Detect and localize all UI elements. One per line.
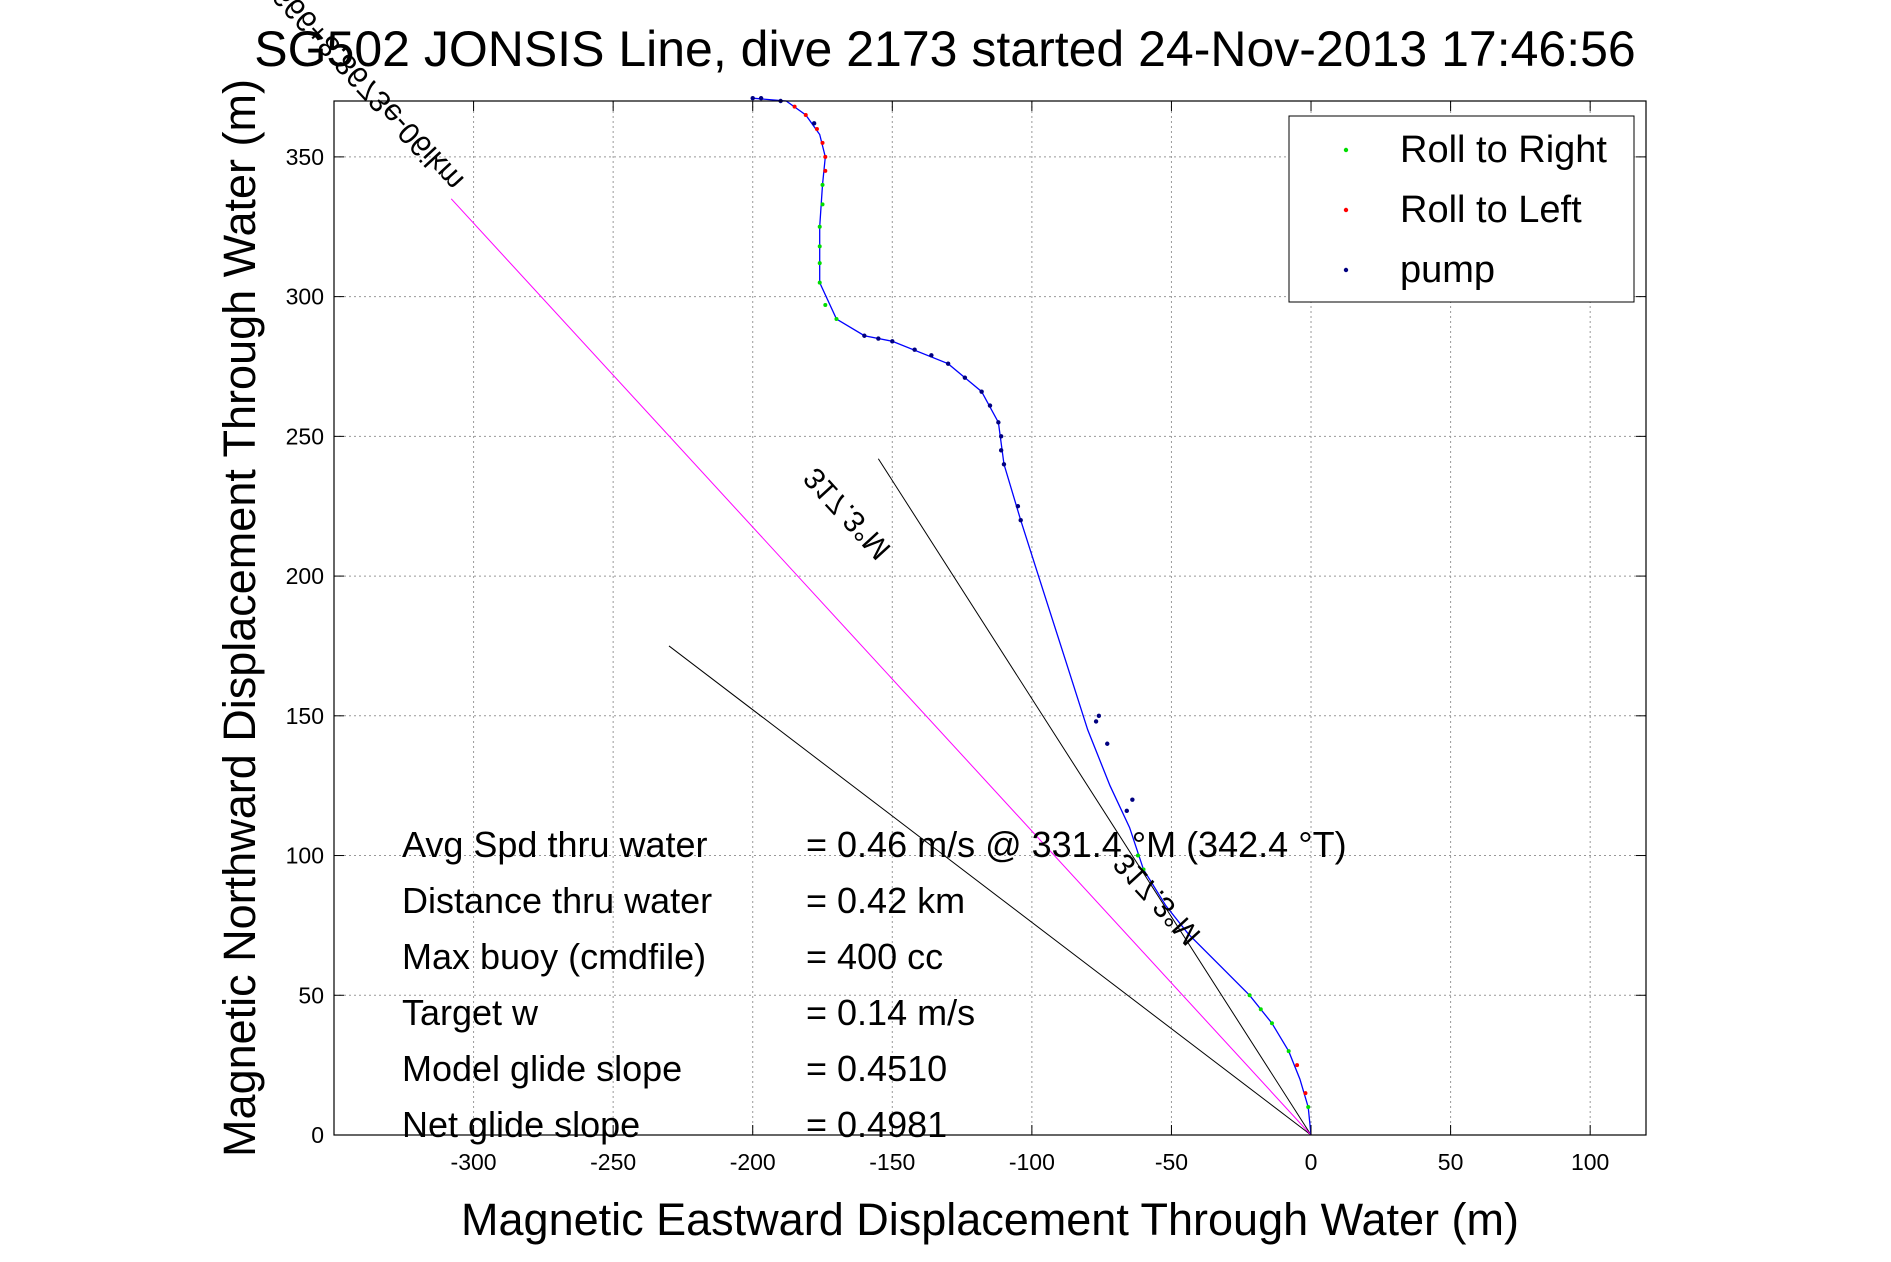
pump-point bbox=[862, 333, 867, 338]
x-tick-label: -50 bbox=[1155, 1149, 1188, 1175]
pump-point bbox=[811, 121, 817, 126]
pump-point bbox=[962, 375, 968, 380]
x-tick-label: -250 bbox=[590, 1149, 636, 1175]
legend-label: pump bbox=[1400, 249, 1495, 291]
pump-point bbox=[929, 353, 934, 358]
roll-left-point bbox=[803, 112, 808, 117]
roll-right-point bbox=[817, 261, 822, 266]
roll-left-point bbox=[823, 168, 828, 173]
tick-layer: -300 -250 -200 -150 -100 -50 0 50 100 0 50 100 150 20… bbox=[286, 101, 1646, 1175]
stat-label: Net glide slope bbox=[402, 1104, 640, 1145]
roll-right-point bbox=[1286, 1049, 1291, 1054]
pump-point bbox=[1096, 713, 1102, 719]
pump-point bbox=[987, 403, 993, 408]
y-axis-label: Magnetic Northward Displacement Through … bbox=[214, 79, 265, 1157]
stat-value: = 0.4510 bbox=[806, 1048, 947, 1089]
x-tick-label: -300 bbox=[451, 1149, 497, 1175]
x-tick-label: -150 bbox=[869, 1149, 915, 1175]
pump-point bbox=[1018, 517, 1023, 523]
pump-point bbox=[1001, 462, 1007, 467]
plot-frame bbox=[333, 100, 1647, 1136]
stat-label: Model glide slope bbox=[402, 1048, 682, 1089]
pump-point bbox=[945, 361, 951, 366]
roll-right-point bbox=[1269, 1021, 1274, 1026]
pump-point bbox=[750, 96, 755, 101]
roll-left-point bbox=[814, 126, 819, 131]
x-tick-label: 50 bbox=[1438, 1149, 1464, 1175]
stat-value: = 0.42 km bbox=[806, 880, 965, 921]
roll-left-point bbox=[820, 140, 825, 145]
x-axis-label: Magnetic Eastward Displacement Through W… bbox=[461, 1194, 1519, 1245]
legend-marker bbox=[1343, 207, 1349, 213]
roll-left-point bbox=[1295, 1063, 1300, 1068]
stat-label: Distance thru water bbox=[402, 880, 712, 921]
stat-value: = 400 cc bbox=[806, 936, 943, 977]
pump-point bbox=[1015, 504, 1021, 509]
y-tick-label: 50 bbox=[298, 982, 324, 1008]
pump-point bbox=[1130, 797, 1135, 802]
reference-line bbox=[877, 458, 1312, 1136]
x-tick-label: 0 bbox=[1305, 1149, 1318, 1175]
reference-line bbox=[668, 645, 1312, 1136]
roll-right-point bbox=[1247, 993, 1252, 998]
y-tick-label: 0 bbox=[311, 1122, 324, 1148]
y-tick-label: 350 bbox=[286, 144, 324, 170]
roll-right-point bbox=[817, 280, 822, 285]
x-tick-label: -200 bbox=[730, 1149, 776, 1175]
roll-right-point bbox=[817, 244, 822, 249]
roll-left-point bbox=[792, 104, 797, 109]
roll-right-point bbox=[820, 182, 825, 187]
roll-right-point bbox=[820, 202, 825, 207]
pump-point bbox=[979, 389, 984, 394]
y-tick-label: 100 bbox=[286, 843, 324, 869]
pump-point bbox=[1105, 741, 1110, 746]
legend-label: Roll to Right bbox=[1400, 129, 1607, 171]
y-tick-label: 150 bbox=[286, 703, 324, 729]
x-tick-label: -100 bbox=[1009, 1149, 1055, 1175]
grid bbox=[334, 101, 1646, 1136]
roll-right-point bbox=[1258, 1007, 1263, 1012]
stat-value: = 0.46 m/s @ 331.4 °M (342.4 °T) bbox=[806, 824, 1347, 865]
pump-point bbox=[876, 336, 881, 341]
pump-point bbox=[890, 339, 895, 344]
legend-marker bbox=[1343, 267, 1349, 273]
pump-point bbox=[912, 347, 917, 352]
stat-value: = 0.14 m/s bbox=[806, 992, 975, 1033]
roll-left-point bbox=[1303, 1091, 1308, 1096]
stat-label: Target w bbox=[402, 992, 539, 1033]
pump-point bbox=[998, 434, 1004, 439]
roll-right-point bbox=[834, 316, 839, 321]
y-tick-label: 200 bbox=[286, 563, 324, 589]
pump-point bbox=[1093, 719, 1099, 724]
roll-right-point bbox=[817, 224, 822, 229]
legend: Roll to Right Roll to Left pump bbox=[1288, 115, 1635, 303]
model-glide-line bbox=[450, 198, 1312, 1136]
x-tick-label: 100 bbox=[1571, 1149, 1609, 1175]
y-tick-label: 250 bbox=[286, 423, 324, 449]
y-tick-label: 300 bbox=[286, 284, 324, 310]
roll-right-point bbox=[1306, 1105, 1311, 1110]
roll-right-point bbox=[823, 303, 828, 308]
pump-point bbox=[1124, 808, 1129, 814]
roll-left-point bbox=[823, 154, 828, 159]
legend-marker bbox=[1343, 147, 1349, 153]
pump-point bbox=[996, 420, 1001, 425]
roll-right-point bbox=[1135, 853, 1140, 858]
pump-point bbox=[998, 448, 1004, 453]
stat-value: = 0.4981 bbox=[806, 1104, 947, 1145]
chart-title: SG502 JONSIS Line, dive 2173 started 24-… bbox=[254, 21, 1635, 77]
stat-label: Avg Spd thru water bbox=[402, 824, 708, 865]
stat-label: Max buoy (cmdfile) bbox=[402, 936, 706, 977]
legend-label: Roll to Left bbox=[1400, 189, 1582, 231]
roll-right-point bbox=[1141, 867, 1146, 872]
stats-block: Avg Spd thru water = 0.46 m/s @ 331.4 °M … bbox=[402, 824, 1347, 1145]
pump-point bbox=[758, 96, 764, 101]
